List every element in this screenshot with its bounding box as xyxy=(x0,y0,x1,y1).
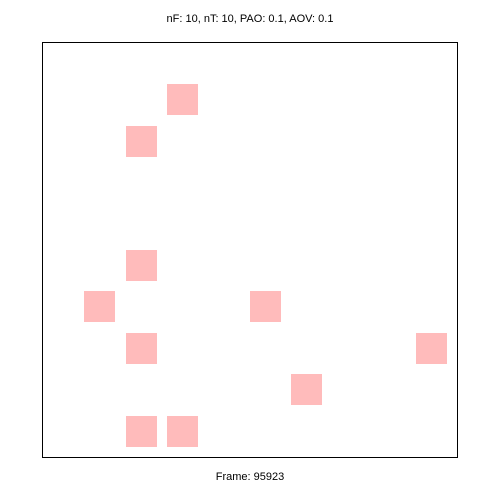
parameters-label: nF: 10, nT: 10, PAO: 0.1, AOV: 0.1 xyxy=(166,13,334,25)
occupied-cell xyxy=(125,125,157,157)
grid-board xyxy=(42,42,458,458)
occupied-cell xyxy=(125,415,157,447)
occupied-cell xyxy=(415,332,447,364)
occupied-cell xyxy=(167,84,199,116)
occupied-cell xyxy=(167,415,199,447)
occupied-cell xyxy=(291,374,323,406)
frame-counter-label: Frame: 95923 xyxy=(215,471,285,483)
occupied-cell xyxy=(84,291,116,323)
occupied-cell xyxy=(125,332,157,364)
occupied-cell xyxy=(125,250,157,281)
occupied-cell xyxy=(250,291,281,323)
